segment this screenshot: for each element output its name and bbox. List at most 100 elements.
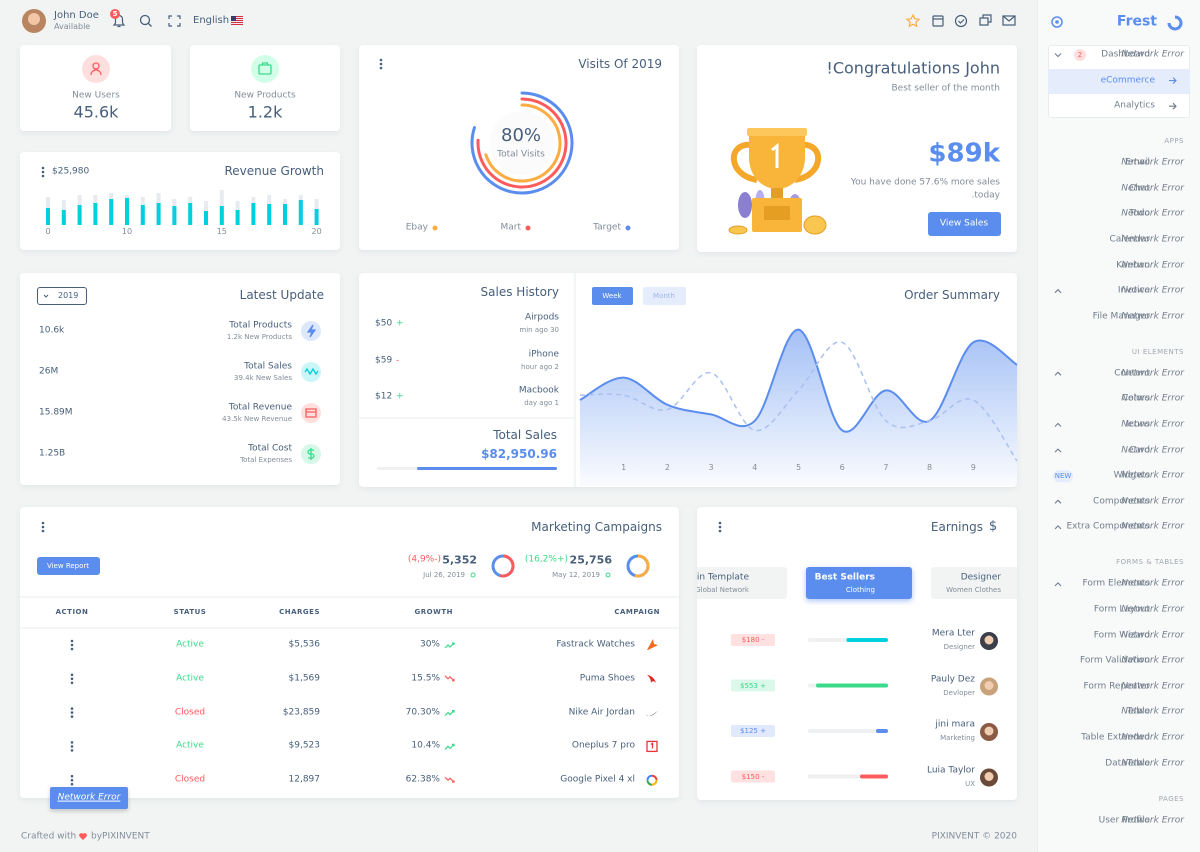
- menu-item-error[interactable]: Network Error: [1121, 630, 1184, 641]
- menu-item-error[interactable]: Network Error: [1121, 604, 1184, 615]
- menu-item-error[interactable]: Network Error: [1121, 655, 1184, 666]
- menu-item-error[interactable]: Network Error: [1121, 285, 1184, 296]
- menu-item-error[interactable]: Network Error: [1121, 208, 1184, 219]
- menu-item-error[interactable]: Network Error: [1121, 815, 1184, 826]
- update-value: 15.89M: [39, 407, 73, 418]
- earnings-tab[interactable]: [931, 567, 1017, 599]
- update-subtitle: Total Expenses: [240, 455, 292, 464]
- user-icon: [92, 62, 100, 70]
- menu-item[interactable]: DataTable: [1105, 758, 1150, 769]
- tab-subtitle[interactable]: Women Clothes: [946, 585, 1001, 594]
- menu-item[interactable]: Table: [1126, 706, 1150, 717]
- menu-item[interactable]: Colors: [1121, 393, 1150, 404]
- menu-item-error[interactable]: Network Error: [1121, 445, 1184, 456]
- tab-title[interactable]: Best Sellers: [814, 572, 875, 583]
- menu-item[interactable]: Invoice: [1117, 285, 1150, 296]
- tab-week[interactable]: [592, 287, 633, 305]
- visits-ring: [476, 97, 568, 189]
- menu-item-error[interactable]: Network Error: [1121, 368, 1184, 379]
- sale-item: iPhone: [528, 349, 559, 360]
- earnings-tab[interactable]: [697, 567, 787, 599]
- menu-item-error[interactable]: Network Error: [1121, 157, 1184, 168]
- x-tick-label: 6: [839, 463, 845, 473]
- button-label[interactable]: View Report: [46, 561, 90, 570]
- x-tick-label: 8: [927, 463, 933, 473]
- seller-role: Devloper: [943, 688, 975, 697]
- menu-item[interactable]: Form Layout: [1093, 604, 1150, 615]
- tab-month[interactable]: [643, 287, 686, 305]
- menu-item[interactable]: eCommerce: [1100, 75, 1155, 86]
- growth: 15.5%: [411, 673, 440, 684]
- menu-item[interactable]: Dashboard: [1101, 49, 1150, 60]
- menu-item[interactable]: Icons: [1126, 419, 1150, 430]
- menu-item-error[interactable]: Network Error: [1121, 578, 1184, 589]
- menu-item-error[interactable]: Network Error: [1121, 419, 1184, 430]
- charges: $5,536: [288, 639, 321, 650]
- visits-ring: [484, 103, 562, 183]
- menu-item[interactable]: Todo: [1129, 208, 1150, 219]
- view-sales-button[interactable]: [928, 212, 1001, 236]
- menu-item[interactable]: Form Elements: [1082, 578, 1150, 589]
- status-dot: [470, 572, 476, 578]
- trend-arrow: [444, 710, 455, 717]
- update-title: Total Sales: [244, 361, 292, 372]
- menu-item-error[interactable]: Network Error: [1121, 496, 1184, 507]
- menu-chevron: [1054, 422, 1062, 427]
- tab-subtitle[interactable]: Global Network: [697, 585, 749, 594]
- menu-item[interactable]: Form Repeater: [1083, 681, 1150, 692]
- button-label[interactable]: View Sales: [939, 218, 989, 229]
- menu-item-error[interactable]: Network Error: [1121, 49, 1184, 60]
- menu-item[interactable]: Table Extended: [1081, 732, 1150, 743]
- legend-dot: [625, 225, 631, 231]
- x-tick-label: 3: [708, 463, 714, 473]
- tab-title[interactable]: Designer: [960, 572, 1001, 583]
- card-title: Visits Of 2019: [578, 56, 662, 71]
- menu-item[interactable]: Form Validation: [1080, 655, 1150, 666]
- year-select[interactable]: [37, 287, 87, 305]
- tab-label[interactable]: Week: [602, 291, 622, 300]
- view-report-button[interactable]: [37, 557, 100, 575]
- menu-item[interactable]: Kanban: [1116, 260, 1150, 271]
- amount-badge: [731, 725, 775, 737]
- seller-avatar-face: [984, 726, 994, 736]
- menu-item-error[interactable]: Network Error: [1121, 311, 1184, 322]
- menu-item-error[interactable]: Network Error: [1121, 758, 1184, 769]
- menu-item-error[interactable]: Network Error: [1121, 681, 1184, 692]
- menu-item[interactable]: Content: [1114, 368, 1150, 379]
- menu-item-error[interactable]: Network Error: [1121, 260, 1184, 271]
- tab-title[interactable]: in Template: [697, 572, 749, 583]
- menu-item[interactable]: Extra Components: [1066, 521, 1150, 532]
- menu-item-error[interactable]: Network Error: [1121, 521, 1184, 532]
- menu-item[interactable]: Components: [1093, 496, 1150, 507]
- network-error-toast[interactable]: [50, 787, 128, 809]
- menu-item-error[interactable]: Network Error: [1121, 732, 1184, 743]
- seller-name: jini mara: [935, 719, 975, 730]
- menu-item[interactable]: Chat: [1128, 183, 1150, 194]
- card: [20, 273, 340, 485]
- menu-item[interactable]: Calendar: [1109, 234, 1150, 245]
- campaign-change: (4,9%-): [407, 554, 441, 565]
- earnings-tab[interactable]: [806, 567, 912, 599]
- revenue-bar: [283, 204, 287, 225]
- progress-bar: [860, 774, 888, 779]
- revenue-bar: [219, 206, 224, 225]
- toast-label[interactable]: Network Error: [57, 792, 121, 803]
- menu-item-error[interactable]: Network Error: [1121, 706, 1184, 717]
- brand-logo: [1167, 15, 1183, 31]
- tab-label[interactable]: Month: [653, 291, 675, 300]
- menu-item[interactable]: File Manager: [1092, 311, 1150, 322]
- menu-item-error[interactable]: Network Error: [1121, 183, 1184, 194]
- menu-item-error[interactable]: Network Error: [1121, 234, 1184, 245]
- tab-subtitle[interactable]: Clothing: [845, 585, 875, 594]
- menu-item[interactable]: Analytics: [1114, 100, 1155, 111]
- visits-caption: Total Visits: [497, 149, 545, 160]
- menu-item-error[interactable]: Network Error: [1121, 393, 1184, 404]
- menu-item[interactable]: Email: [1125, 157, 1150, 168]
- x-tick-label: 4: [752, 463, 758, 473]
- menu-item-error[interactable]: Network Error: [1121, 470, 1184, 481]
- menu-item[interactable]: User Profile: [1098, 815, 1150, 826]
- x-tick-label: 7: [883, 463, 889, 473]
- menu-item[interactable]: Card: [1128, 445, 1150, 456]
- menu-item[interactable]: Widgets: [1113, 470, 1150, 481]
- menu-item[interactable]: Form Wizard: [1093, 630, 1150, 641]
